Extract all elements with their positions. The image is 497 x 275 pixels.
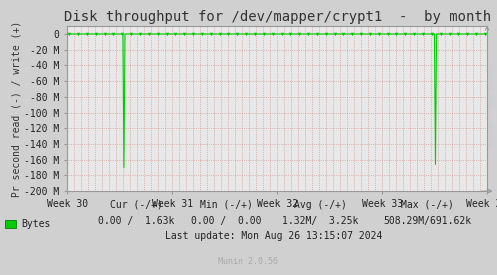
Text: Min (-/+): Min (-/+) xyxy=(200,200,252,210)
Text: Last update: Mon Aug 26 13:15:07 2024: Last update: Mon Aug 26 13:15:07 2024 xyxy=(165,231,382,241)
Title: Disk throughput for /dev/mapper/crypt1  -  by month: Disk throughput for /dev/mapper/crypt1 -… xyxy=(64,10,491,24)
Text: Bytes: Bytes xyxy=(21,219,50,229)
Text: Munin 2.0.56: Munin 2.0.56 xyxy=(219,257,278,266)
Text: RRDTOOL / TOBI OETIKER: RRDTOOL / TOBI OETIKER xyxy=(490,63,495,146)
Text: 0.00 /  0.00: 0.00 / 0.00 xyxy=(191,216,261,226)
Text: 1.32M/  3.25k: 1.32M/ 3.25k xyxy=(282,216,359,226)
Text: 0.00 /  1.63k: 0.00 / 1.63k xyxy=(98,216,175,226)
Text: Max (-/+): Max (-/+) xyxy=(401,200,454,210)
Text: 508.29M/691.62k: 508.29M/691.62k xyxy=(383,216,472,226)
Text: Avg (-/+): Avg (-/+) xyxy=(294,200,347,210)
Text: Cur (-/+): Cur (-/+) xyxy=(110,200,163,210)
Y-axis label: Pr second read (-) / write (+): Pr second read (-) / write (+) xyxy=(11,21,21,197)
